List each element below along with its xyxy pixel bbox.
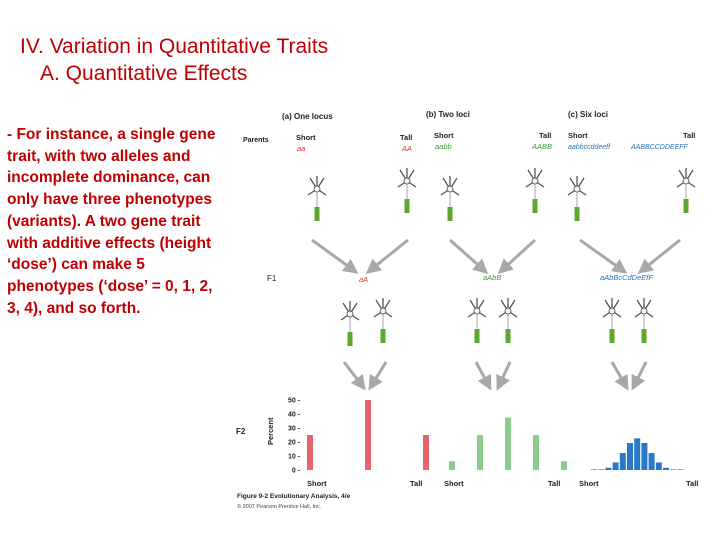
panel-c-x-tall-label: Tall <box>686 479 698 488</box>
f2-bar-panel-a-aa <box>307 435 313 470</box>
panel-a-header: (a) One locus <box>282 112 333 121</box>
panel-b-f1-genotype: aAbB <box>483 273 501 282</box>
panel-b-header: (b) Two loci <box>426 110 470 119</box>
y-tick-label: 50 - <box>288 398 301 405</box>
f2-bar-panel-c-10 <box>663 467 669 470</box>
arrow-a-short-to-f1 <box>311 238 359 274</box>
f2-bar-panel-c-1 <box>598 469 605 470</box>
panel-c-short-parent-plant <box>567 175 587 222</box>
panel-b-f1-plant-1 <box>467 297 487 344</box>
row-label-f1: F1 <box>267 274 277 283</box>
f2-bar-panel-c-6 <box>634 438 641 470</box>
row-label-f2: F2 <box>236 427 246 436</box>
f2-bar-panel-b-0 <box>449 461 455 470</box>
panel-a-tall-genotype: AA <box>401 144 412 153</box>
figure-caption: Figure 9-2 Evolutionary Analysis, 4/e <box>237 493 351 500</box>
panel-b-x-tall-label: Tall <box>548 479 560 488</box>
panel-a-x-tall-label: Tall <box>410 479 422 488</box>
f2-bar-panel-b-4 <box>561 461 567 470</box>
arrow-b-f1-to-f2-left <box>474 361 492 391</box>
arrow-c-tall-to-f1 <box>637 238 681 274</box>
y-axis-ticks: 50 - 40 - 30 - 20 - 10 - 0 - <box>288 398 301 475</box>
panel-a-short-genotype: aa <box>297 144 305 153</box>
panel-c-f1-plant-1 <box>602 297 622 344</box>
panel-a-f1-plant-1 <box>340 300 360 347</box>
panel-a-f1-genotype: aA <box>359 275 368 284</box>
f2-bar-panel-c-2 <box>605 467 612 470</box>
title-line-1: IV. Variation in Quantitative Traits <box>20 35 329 58</box>
arrow-c-f1-to-f2-right <box>631 361 648 391</box>
panel-c-header: (c) Six loci <box>568 110 608 119</box>
panel-b-tall-label: Tall <box>539 131 551 140</box>
f2-bar-panel-c-7 <box>641 442 648 470</box>
panel-b-short-parent-plant <box>440 175 460 222</box>
panel-b-x-short-label: Short <box>444 479 464 488</box>
f2-bar-panel-c-12 <box>677 469 684 470</box>
panel-c-tall-genotype: AABBCCDDEEFF <box>630 144 689 151</box>
panel-b-tall-genotype: AABB <box>531 142 552 151</box>
panel-a-x-short-label: Short <box>307 479 327 488</box>
row-label-parents: Parents <box>243 137 269 144</box>
y-tick-label: 0 - <box>292 468 301 475</box>
panel-b-short-genotype: aabb <box>435 142 452 151</box>
f2-bar-panel-a-AA <box>423 435 429 470</box>
y-tick-label: 40 - <box>288 412 301 419</box>
title-line-2: A. Quantitative Effects <box>40 62 248 85</box>
arrow-b-short-to-f1 <box>449 238 489 274</box>
panel-b-tall-parent-plant <box>525 167 545 214</box>
slide-body-text: - For instance, a single gene trait, wit… <box>7 126 216 317</box>
panel-a-short-parent-plant <box>307 175 327 222</box>
panel-a-f1-plant-2 <box>373 297 393 344</box>
f2-bar-charts <box>307 400 684 470</box>
arrow-a-f1-to-f2-right <box>368 361 388 391</box>
panel-c-f1-genotype: aAbBcCdDeEfF <box>600 273 653 282</box>
f2-bar-panel-c-0 <box>591 469 597 470</box>
panel-a-tall-label: Tall <box>400 133 412 142</box>
f2-bar-panel-c-8 <box>648 453 655 470</box>
f2-bar-panel-b-3 <box>533 435 539 470</box>
f2-bar-panel-c-9 <box>655 462 662 470</box>
f2-bar-panel-a-aA <box>365 400 371 470</box>
y-tick-label: 30 - <box>288 426 301 433</box>
panel-c-x-short-label: Short <box>579 479 599 488</box>
panel-a-tall-parent-plant <box>397 167 417 214</box>
f2-bar-panel-c-4 <box>619 453 626 470</box>
f2-bar-panel-c-3 <box>612 462 619 470</box>
y-axis-label: Percent <box>266 417 275 445</box>
y-tick-label: 20 - <box>288 440 301 447</box>
slide-title: IV. Variation in Quantitative Traits A. … <box>20 33 328 87</box>
f2-bar-panel-b-2 <box>505 417 511 470</box>
panel-c-short-genotype: aabbccddeeff <box>568 144 611 151</box>
arrow-c-f1-to-f2-left <box>610 361 629 391</box>
f2-bar-panel-c-5 <box>627 442 633 470</box>
arrow-b-tall-to-f1 <box>497 238 537 275</box>
panel-a-short-label: Short <box>296 133 316 142</box>
panel-c-short-label: Short <box>568 131 588 140</box>
panel-c-tall-label: Tall <box>683 131 695 140</box>
arrow-a-f1-to-f2-left <box>342 361 366 391</box>
f2-bar-panel-b-1 <box>477 435 483 470</box>
arrow-a-tall-to-f1 <box>365 238 409 274</box>
f2-bar-panel-c-11 <box>670 469 677 470</box>
panel-b-f1-plant-2 <box>498 297 518 344</box>
y-tick-label: 10 - <box>288 454 301 461</box>
quantitative-traits-figure: (a) One locus (b) Two loci (c) Six loci … <box>236 110 698 510</box>
figure-copyright: © 2007 Pearson Prentice Hall, Inc. <box>237 503 322 510</box>
panel-c-tall-parent-plant <box>676 167 696 214</box>
arrow-b-f1-to-f2-right <box>496 361 512 391</box>
arrow-c-short-to-f1 <box>579 238 628 274</box>
panel-c-f1-plant-2 <box>634 297 654 344</box>
panel-b-short-label: Short <box>434 131 454 140</box>
